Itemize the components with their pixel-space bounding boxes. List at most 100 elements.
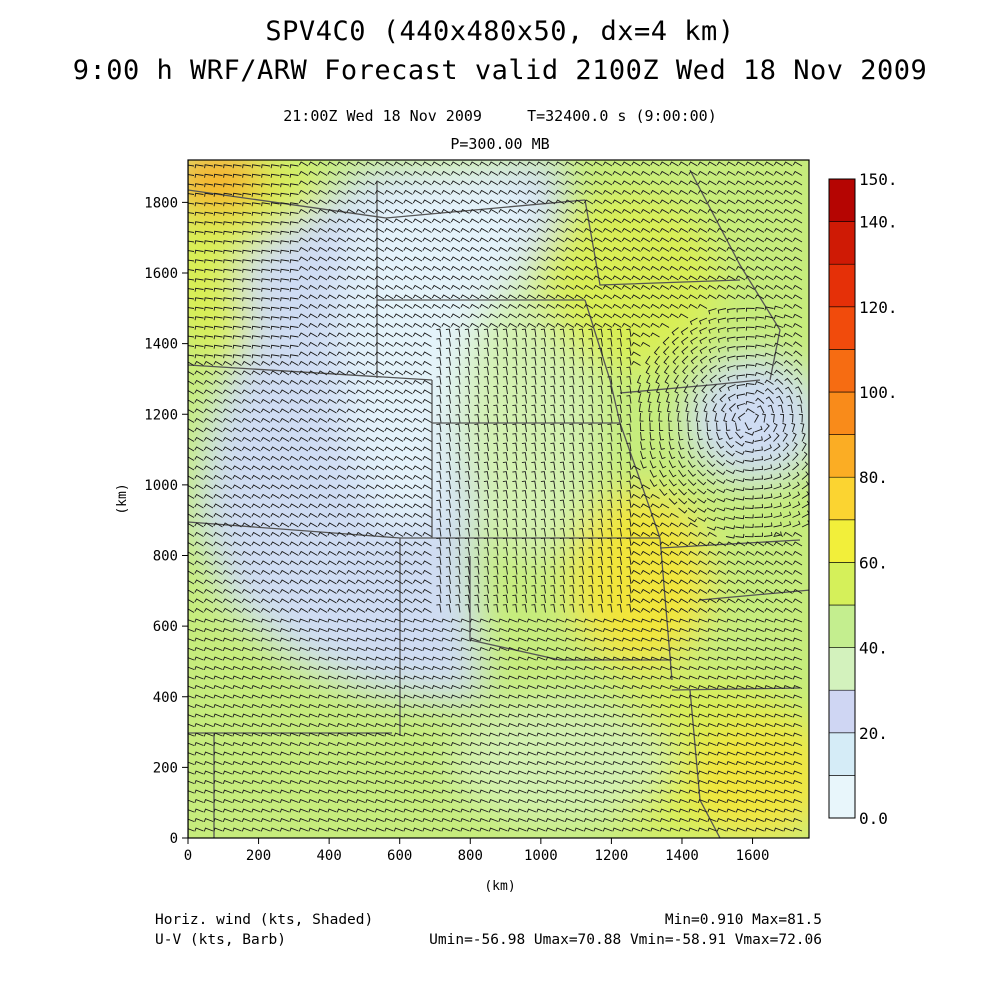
wind-barb xyxy=(521,604,527,613)
wind-barb xyxy=(612,275,622,281)
wind-barb xyxy=(460,656,470,661)
wind-barb xyxy=(194,751,204,756)
wind-barb xyxy=(517,656,527,661)
wind-barb xyxy=(464,433,470,442)
wind-barb xyxy=(597,518,603,528)
wind-barb xyxy=(735,713,746,718)
wind-barb xyxy=(775,387,784,395)
wind-barb xyxy=(607,594,613,604)
wind-barb xyxy=(697,498,707,504)
wind-barb xyxy=(688,588,698,594)
wind-barb xyxy=(270,211,280,216)
wind-barb xyxy=(374,227,385,233)
wind-barb xyxy=(365,770,375,775)
wind-barb xyxy=(550,537,556,547)
wind-barb xyxy=(659,303,670,309)
wind-barb xyxy=(384,237,394,243)
wind-barb xyxy=(612,713,622,718)
wind-barb xyxy=(222,789,233,794)
x-tick-label: 400 xyxy=(316,848,341,864)
wind-barb xyxy=(616,376,622,385)
wind-barb xyxy=(792,607,803,613)
wind-barb xyxy=(241,474,252,480)
wind-barb xyxy=(393,180,404,186)
wind-barb xyxy=(602,770,613,775)
wind-barb xyxy=(412,780,423,785)
x-tick-label: 0 xyxy=(184,848,192,864)
wind-barb xyxy=(754,637,765,642)
wind-barb xyxy=(474,480,480,490)
wind-barb xyxy=(374,569,385,575)
wind-barb xyxy=(631,560,641,566)
wind-barb xyxy=(232,541,242,547)
wind-barb xyxy=(403,398,413,404)
wind-barb xyxy=(773,256,784,262)
wind-barb xyxy=(640,799,651,804)
colorbar-swatch xyxy=(828,732,856,776)
wind-barb xyxy=(346,313,356,319)
wind-barb xyxy=(393,579,404,585)
wind-barb xyxy=(479,742,489,747)
wind-barb xyxy=(716,732,727,737)
wind-barb xyxy=(336,618,347,623)
wind-barb xyxy=(688,189,698,195)
wind-barb xyxy=(317,694,328,699)
wind-barb xyxy=(412,818,423,823)
wind-barb xyxy=(450,628,461,633)
wind-barb xyxy=(564,275,575,281)
wind-barb xyxy=(317,588,328,594)
wind-barb xyxy=(602,723,613,728)
wind-barb xyxy=(469,789,480,794)
wind-barb xyxy=(708,327,717,334)
wind-barb xyxy=(431,732,442,737)
wind-barb xyxy=(707,607,717,613)
wind-barb xyxy=(550,585,556,594)
wind-barb xyxy=(745,208,755,214)
wind-barb xyxy=(445,575,451,585)
wind-barb xyxy=(260,484,271,490)
wind-barb xyxy=(204,354,214,359)
wind-barb xyxy=(593,246,603,252)
wind-barb xyxy=(336,341,347,347)
wind-barb xyxy=(308,761,318,766)
wind-barb xyxy=(691,374,698,384)
wind-barb xyxy=(583,180,594,186)
wind-barb xyxy=(441,170,451,176)
wind-barb xyxy=(498,723,508,728)
wind-barb xyxy=(650,303,660,309)
wind-barb xyxy=(707,569,717,575)
wind-barb xyxy=(355,569,366,575)
wind-barb xyxy=(251,751,261,756)
wind-barb xyxy=(336,694,347,699)
wind-barb xyxy=(232,173,242,178)
wind-barb xyxy=(493,490,499,499)
wind-barb xyxy=(260,493,271,499)
wind-barb xyxy=(308,465,318,471)
wind-barb xyxy=(355,417,366,423)
wind-barb xyxy=(512,594,518,604)
wind-barb xyxy=(393,723,404,728)
wind-barb xyxy=(223,173,233,178)
wind-barb xyxy=(536,647,546,652)
wind-barb xyxy=(668,431,674,441)
wind-barb xyxy=(574,628,584,633)
wind-barb xyxy=(716,218,727,224)
wind-barb xyxy=(365,484,375,490)
wind-barb xyxy=(336,742,347,747)
wind-barb xyxy=(374,294,385,300)
wind-barb xyxy=(545,704,556,709)
wind-barb xyxy=(669,780,679,785)
wind-barb xyxy=(792,588,803,594)
wind-barb xyxy=(612,637,622,642)
wind-barb xyxy=(464,528,470,537)
wind-barb xyxy=(412,484,423,490)
wind-barb xyxy=(536,656,546,661)
wind-barb xyxy=(280,249,290,254)
wind-barb xyxy=(735,799,746,804)
wind-barb xyxy=(678,441,685,450)
wind-barb xyxy=(270,704,280,709)
wind-barb xyxy=(735,569,746,575)
wind-barb xyxy=(431,303,442,309)
wind-barb xyxy=(289,306,299,311)
wind-barb xyxy=(222,827,233,832)
